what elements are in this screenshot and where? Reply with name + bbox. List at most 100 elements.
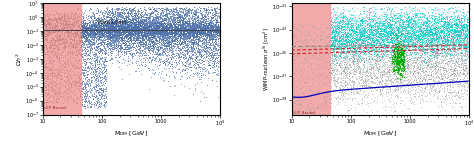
Point (135, 32, 142, 34)
Point (54, 35, 61, 38)
Point (182, 13, 190, 16)
Point (121, 18, 129, 21)
Point (202, 37, 210, 40)
Point (90, 39, 98, 41)
Point (355, 71, 363, 74)
Point (372, 23, 379, 25)
Point (109, 27, 116, 29)
Point (353, 44, 360, 46)
Point (168, 25, 175, 27)
Point (71, 89, 79, 91)
Point (109, 44, 117, 46)
Point (126, 32, 134, 35)
Point (434, 65, 441, 67)
Point (374, 45, 382, 47)
Point (211, 69, 219, 72)
Point (454, 24, 462, 26)
Point (328, 35, 336, 37)
Point (138, 30, 146, 33)
Point (364, 34, 372, 37)
Point (390, 52, 398, 54)
Point (451, 94, 458, 97)
Point (450, 75, 458, 77)
Point (185, 8, 192, 10)
Point (95, 100, 102, 102)
Point (402, 45, 410, 47)
Point (445, 21, 453, 23)
Point (313, 74, 321, 77)
Point (213, 29, 220, 31)
Point (87, 26, 95, 29)
Point (116, 35, 123, 37)
Point (52, 51, 60, 54)
Point (436, 23, 444, 25)
Point (187, 22, 195, 25)
Point (108, 32, 116, 35)
Point (93, 80, 100, 83)
Point (437, 42, 444, 44)
Point (358, 35, 366, 37)
Point (114, 8, 121, 10)
Point (86, 37, 93, 40)
Point (430, 47, 438, 50)
Point (113, 35, 120, 37)
Point (415, 35, 423, 37)
Point (202, 18, 210, 20)
Point (67, 27, 75, 30)
Point (163, 41, 170, 43)
Point (134, 25, 141, 27)
Point (198, 30, 205, 33)
Point (366, 71, 374, 73)
Point (178, 22, 186, 24)
Point (419, 77, 427, 80)
Point (372, 54, 380, 57)
Point (460, 22, 468, 25)
Point (184, 34, 191, 37)
Point (103, 42, 111, 45)
Point (199, 18, 207, 21)
Point (161, 34, 169, 36)
Point (183, 30, 191, 33)
Point (159, 37, 167, 40)
Point (330, 55, 337, 57)
Point (193, 33, 201, 35)
Point (463, 41, 471, 43)
Point (398, 76, 405, 78)
Point (122, 20, 130, 22)
Point (180, 49, 188, 51)
Point (149, 23, 156, 26)
Point (67, 63, 74, 65)
Point (336, 36, 344, 39)
Point (108, 30, 115, 33)
Point (43, 47, 51, 50)
Point (439, 59, 447, 61)
Point (191, 19, 199, 21)
Point (100, 29, 108, 31)
Point (393, 53, 401, 55)
Point (364, 27, 372, 30)
Point (381, 63, 389, 65)
Point (436, 49, 443, 51)
Point (53, 36, 60, 39)
Point (444, 24, 452, 26)
Point (189, 30, 196, 32)
Point (351, 65, 358, 67)
Point (111, 23, 119, 26)
Point (366, 24, 374, 26)
Point (452, 32, 459, 35)
Point (450, 11, 457, 14)
Point (132, 31, 140, 34)
Point (415, 65, 422, 68)
Point (363, 75, 370, 77)
Point (125, 31, 133, 33)
Point (168, 25, 176, 27)
Point (204, 50, 211, 53)
Point (451, 26, 458, 29)
Point (150, 7, 158, 9)
Point (195, 44, 203, 46)
Point (461, 51, 468, 54)
Point (328, 69, 336, 71)
Point (450, 45, 457, 47)
Point (91, 101, 98, 103)
Point (178, 29, 185, 31)
